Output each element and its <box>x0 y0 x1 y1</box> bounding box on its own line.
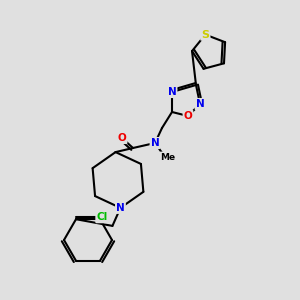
Text: N: N <box>151 138 159 148</box>
Text: S: S <box>201 30 209 40</box>
Text: Cl: Cl <box>96 212 108 222</box>
Text: N: N <box>168 87 176 97</box>
Text: N: N <box>196 99 204 109</box>
Text: O: O <box>118 133 126 143</box>
Text: Me: Me <box>160 152 175 161</box>
Text: N: N <box>116 203 125 213</box>
Text: O: O <box>184 111 192 121</box>
